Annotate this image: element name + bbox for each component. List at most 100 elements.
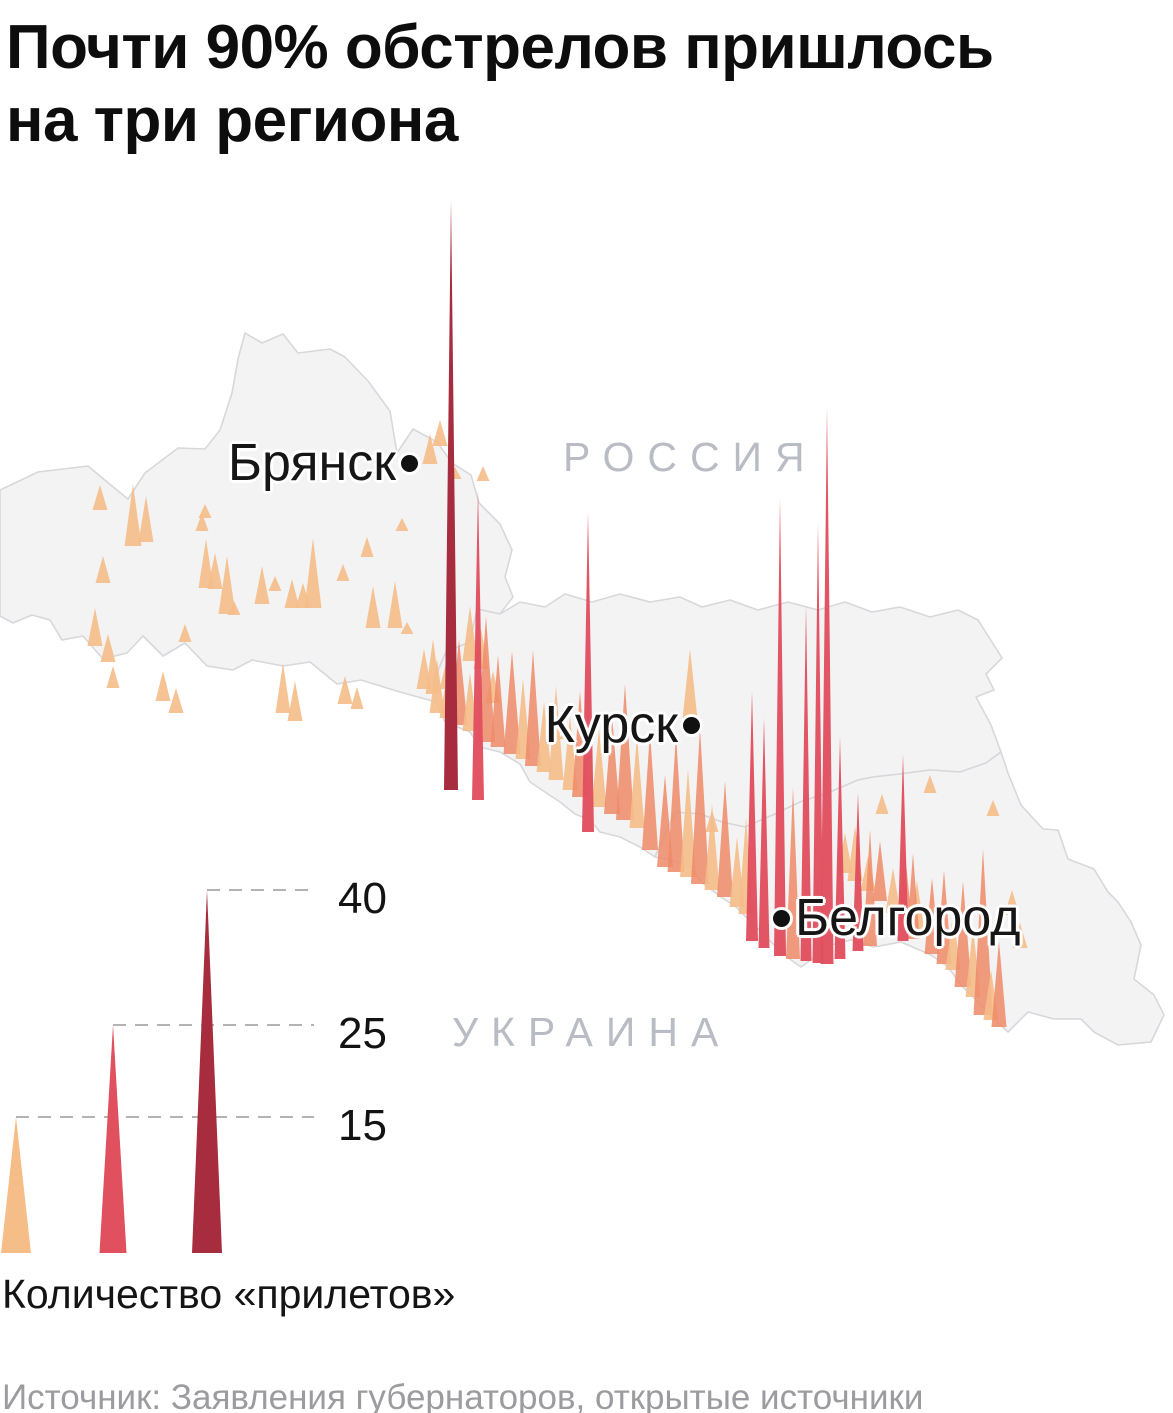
city-name-belgorod: Белгород (795, 889, 1021, 947)
map-spike (973, 849, 993, 1015)
map-spike (178, 624, 192, 642)
map-spike (400, 622, 414, 634)
city-dot-kursk (683, 716, 700, 734)
map-spike (945, 914, 961, 970)
map-spike (284, 579, 300, 608)
legend-spike (1, 1117, 31, 1253)
legend-tick-label: 15 (338, 1101, 387, 1150)
map-spike (275, 663, 291, 713)
country-label-ukraine: УКРАИНА (452, 1009, 732, 1055)
map-spike (906, 853, 920, 939)
map-spike (525, 650, 541, 766)
map-spike (991, 941, 1007, 1027)
map-spike (218, 556, 236, 614)
region-west (0, 332, 514, 703)
map-spike (304, 538, 322, 608)
map-spike (429, 659, 445, 713)
map-spike (986, 800, 1000, 816)
map-spike (476, 466, 490, 481)
map-spike (680, 769, 696, 877)
map-spike (155, 671, 171, 701)
city-label-bryansk: Брянск (228, 433, 418, 493)
map-spike (254, 566, 270, 604)
legend: 15 25 40 (1, 874, 387, 1253)
city-name-kursk: Курск (544, 696, 678, 754)
map-spike (106, 666, 120, 688)
map-spike (124, 484, 142, 546)
map-spike (591, 729, 607, 807)
map-spike (472, 490, 484, 800)
map-spike (834, 737, 846, 959)
map-spike (682, 649, 698, 719)
map-spike (562, 716, 578, 790)
map-spike (422, 434, 438, 464)
map-spike (536, 702, 552, 772)
map-spike (704, 804, 720, 890)
source-line: Источник: Заявления губернаторов, открыт… (2, 1378, 924, 1413)
map-spike (863, 830, 877, 946)
map-spike (337, 676, 353, 704)
map-spike (336, 564, 350, 581)
legend-spike (99, 1025, 127, 1253)
country-label-russia: РОССИЯ (563, 434, 818, 480)
legend-spike (192, 890, 222, 1253)
city-label-belgorod: Белгород (773, 888, 1020, 948)
map-spike (954, 881, 972, 987)
map-spike (95, 556, 111, 583)
map-spike (936, 870, 952, 964)
map-spike (923, 775, 937, 793)
map-spike (444, 200, 458, 790)
city-label-kursk: Курск (545, 695, 700, 755)
map-spike (885, 868, 901, 913)
map-spike (873, 841, 887, 901)
city-dot-belgorod (773, 909, 790, 927)
legend-tick-label: 40 (338, 874, 387, 923)
map-spike (800, 605, 812, 961)
map-spike (875, 794, 889, 814)
map-spike (268, 576, 282, 591)
map-spike (207, 553, 223, 589)
map-spike (87, 608, 103, 646)
map-spike (616, 684, 634, 820)
map-spike (387, 581, 403, 628)
map-spike (774, 498, 786, 956)
map-spike (657, 775, 673, 867)
map-spike (138, 496, 154, 542)
spikes-layer (87, 200, 1028, 1027)
map-spike (198, 539, 214, 588)
map-spike (1004, 890, 1020, 915)
legend-tick-label: 25 (338, 1009, 387, 1058)
city-dot-bryansk (401, 454, 418, 472)
map-spike (395, 518, 409, 531)
city-name-bryansk: Брянск (227, 434, 396, 492)
map-spike (100, 634, 116, 662)
map-spike (515, 679, 531, 759)
map-spike (227, 601, 241, 615)
page-title: Почти 90% обстрелов пришлось на три реги… (6, 12, 994, 157)
map-spike (924, 878, 940, 954)
map-spike (820, 408, 834, 964)
map-spike (92, 485, 108, 510)
map-spike (432, 420, 448, 446)
map-spike (582, 512, 594, 832)
map-spike (691, 728, 709, 884)
title-line-1: Почти 90% обстрелов пришлось (6, 13, 994, 82)
title-line-2: на три региона (6, 85, 458, 155)
map-spike (717, 781, 733, 897)
map-spike (462, 606, 478, 661)
map-spike (365, 586, 381, 628)
map-spike (746, 691, 758, 941)
map-spike (195, 513, 209, 531)
map-spike (642, 732, 658, 850)
map-spike (350, 687, 364, 709)
map-spike (1012, 923, 1028, 948)
map-spike (758, 718, 770, 948)
map-spike (667, 734, 685, 872)
map-spike (604, 716, 620, 814)
map-spike (548, 686, 564, 780)
map-spike (812, 523, 824, 963)
map-spike (490, 655, 506, 747)
map-spike (360, 537, 374, 557)
map-spike (287, 681, 303, 721)
